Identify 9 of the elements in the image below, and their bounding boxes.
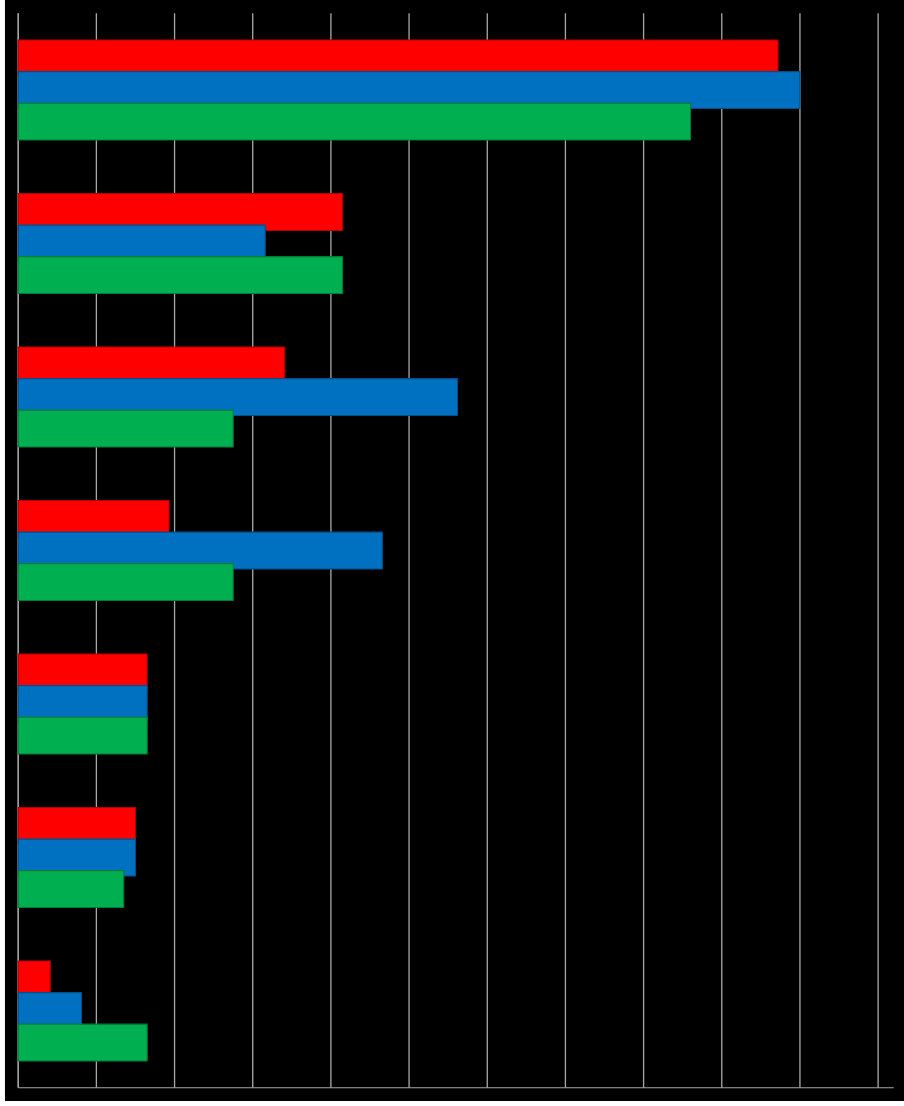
bar <box>17 870 125 909</box>
bar <box>17 716 148 755</box>
bar <box>17 563 234 602</box>
bar <box>17 1023 148 1062</box>
bar <box>17 378 458 416</box>
bar <box>17 409 234 448</box>
bar <box>17 256 343 295</box>
bar <box>17 102 691 141</box>
bar <box>17 531 383 570</box>
